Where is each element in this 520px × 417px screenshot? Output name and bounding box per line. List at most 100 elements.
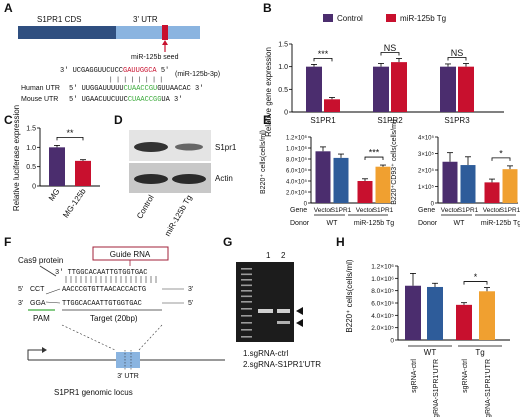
panel-label-g: G — [223, 235, 232, 249]
gel-legend-2: 2.sgRNA-S1PR1'UTR — [243, 360, 321, 369]
lane-label-control: Control — [135, 193, 156, 220]
gene-donor-table-e2: Gene Donor — [418, 207, 516, 227]
ladder-band — [241, 295, 252, 298]
donor-label: WT — [327, 220, 339, 227]
group-label-wt: WT — [424, 348, 437, 357]
bar — [324, 99, 340, 112]
significance-label: ** — [66, 128, 74, 138]
y-tick-label: 1.0×10⁶ — [371, 276, 394, 283]
guide-sequence: 3' TTGGCACAATTGTGGTGAC — [55, 269, 147, 277]
group-label-tg: Tg — [475, 348, 484, 357]
y-tick-label: 4×10⁵ — [418, 135, 435, 142]
tss-arrow — [27, 349, 44, 360]
x-tick-label: S1PR2 — [377, 116, 403, 125]
legend-swatch-control — [323, 14, 333, 22]
panel-label-e: E — [263, 113, 271, 127]
significance-bracket — [447, 57, 467, 61]
bar — [391, 62, 407, 112]
bar — [440, 66, 456, 112]
guide-rna-box — [92, 246, 169, 261]
band-s1pr1-control — [134, 142, 168, 152]
pam-label: PAM — [33, 314, 50, 323]
genomic-locus-label: S1PR1 genomic locus — [54, 388, 133, 397]
legend-swatch-tg — [386, 14, 396, 22]
chart-e1: 0 2.0×10⁵ 4.0×10⁵ 6.0×10⁵ 8.0×10⁵ 1.0×10⁶ 1.2×… — [286, 135, 391, 208]
ladder-band — [241, 308, 252, 310]
band-actin-tg — [172, 174, 206, 184]
seed-arrow-head — [162, 40, 168, 45]
y-tick-label: 4.0×10⁵ — [286, 179, 308, 186]
five-prime-top: 5' — [18, 286, 23, 293]
y-tick-label: 0.5 — [278, 87, 288, 94]
bar — [375, 166, 391, 203]
bar — [75, 160, 91, 186]
gel-ladder — [241, 268, 252, 338]
five-prime-bottom: 5' — [188, 300, 193, 307]
cds-label: S1PR1 CDS — [37, 15, 81, 24]
cds-bar — [18, 26, 116, 39]
donor-label: miR-125b Tg — [481, 220, 520, 227]
significance-label: *** — [369, 148, 380, 158]
gel-lane-2: 2 — [281, 251, 286, 260]
x-tick-label: sgRNA-ctrl — [462, 359, 469, 393]
chart-h: 0 2.0×10⁵ 4.0×10⁵ 6.0×10⁵ 8.0×10⁵ 1.0×10⁶ 1.2×… — [371, 264, 510, 345]
chart-e2: 0 1×10⁵ 2×10⁵ 3×10⁵ 4×10⁵ * — [418, 135, 518, 208]
y-tick-label: 2.0×10⁵ — [371, 325, 394, 332]
utr-box — [116, 352, 140, 368]
y-tick-label: 1×10⁵ — [418, 184, 435, 191]
pairing-bonds: | | | | | | | | — [109, 76, 163, 83]
x-tick-label: MG-125b — [61, 187, 88, 220]
gene-label: Vector — [356, 207, 375, 214]
three-prime-bottom: 3' — [18, 300, 23, 307]
significance-bracket — [463, 281, 488, 285]
x-tick-label: sgRNA-S1PR1'UTR — [485, 359, 492, 417]
gel-arrow-upper — [296, 307, 303, 315]
y-tick-label: 1.5 — [278, 42, 288, 49]
ladder-band — [241, 301, 252, 303]
cas9-pointer — [39, 265, 57, 277]
gene-label-e1: Gene — [290, 207, 307, 214]
significance-label: * — [499, 148, 503, 158]
y-tick-label: 1.2×10⁶ — [286, 135, 308, 142]
legend-label-tg: miR-125b Tg — [400, 14, 446, 23]
ladder-band — [241, 336, 252, 338]
panel-label-a: A — [4, 1, 13, 15]
gene-label-e2: Gene — [418, 207, 435, 214]
utr-bar — [116, 26, 200, 39]
gene-label: S1PR1 — [500, 207, 520, 214]
gene-label: S1PR1 — [373, 207, 394, 214]
y-tick-label: 8.0×10⁵ — [286, 157, 308, 164]
bar — [442, 161, 458, 203]
ladder-band — [241, 279, 252, 281]
y-tick-label: 1.0 — [26, 145, 36, 152]
gel-arrow-lower — [296, 319, 303, 327]
ylabel-b: Relative gene expression — [264, 47, 273, 137]
y-tick-label: 1.0×10⁶ — [286, 146, 308, 153]
bar — [306, 66, 322, 112]
band-s1pr1-tg — [175, 143, 203, 151]
ladder-band — [241, 284, 252, 287]
x-tick-label: S1PR1 — [310, 116, 336, 125]
panel-label-f: F — [4, 235, 11, 249]
panel-label-b: B — [263, 1, 272, 15]
bar — [357, 181, 373, 203]
significance-label: NS — [384, 43, 397, 53]
bar — [484, 182, 500, 203]
donor-label-e2: Donor — [418, 220, 438, 227]
y-tick-label: 0 — [32, 184, 36, 191]
significance-label: * — [474, 272, 478, 282]
bar — [49, 147, 65, 186]
legend-label-control: Control — [337, 14, 363, 23]
gene-label: Vector — [314, 207, 333, 214]
bar — [373, 66, 389, 112]
ylabel-e2: B220⁺CD93⁺ cells(cells/ml) — [391, 119, 398, 205]
significance-bracket — [364, 156, 384, 161]
bar — [427, 286, 443, 340]
band-actin-control — [134, 174, 168, 184]
y-tick-label: 0.5 — [26, 164, 36, 171]
y-tick-label: 0 — [431, 202, 435, 208]
ladder-band — [241, 329, 252, 331]
panel-label-h: H — [336, 235, 345, 249]
x-tick-label: sgRNA-S1PR1'UTR — [433, 359, 440, 417]
